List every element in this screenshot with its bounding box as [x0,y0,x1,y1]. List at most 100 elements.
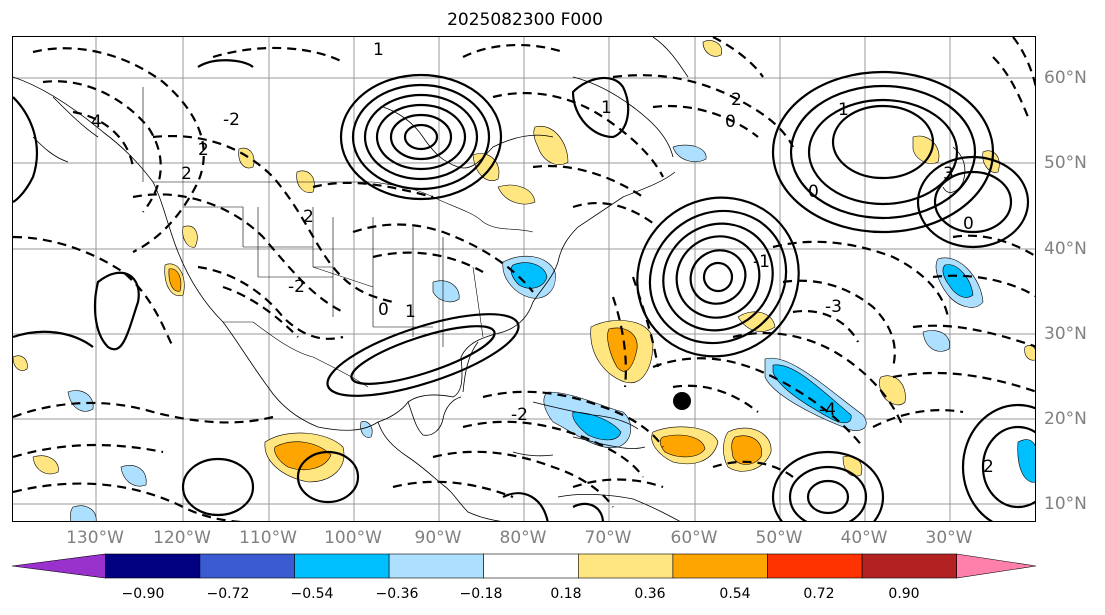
map-panel: 1 4 2 2 2 -2 -2 0 0 1 1 2 1 0 -1 3 -3 -2… [12,36,1036,522]
colorbar-cell [577,553,674,579]
contours-solid [13,59,1035,521]
colorbar-extend-max [956,553,1037,579]
colorbar-cell [199,553,295,579]
anomaly-positive [238,147,255,169]
anomaly-positive [982,150,1000,173]
contours-dashed [13,37,1035,521]
anomaly-negative [942,264,974,298]
anomaly-positive [607,327,638,372]
anomaly-positive [533,125,569,166]
contour-high [389,113,453,161]
shaded-anomalies [13,40,1035,521]
anomaly-positive [182,225,198,248]
anomaly-negative [922,330,950,352]
lat-label: 10°N [1044,494,1087,514]
map-canvas: 1 4 2 2 2 -2 -2 0 0 1 1 2 1 0 -1 3 -3 -2… [13,37,1035,521]
contour-high [981,425,1035,509]
lon-label: 100°W [324,528,382,548]
contour-label: 1 [601,98,612,118]
lon-label: 50°W [755,528,803,548]
contour-label: 2 [731,90,742,110]
anomaly-positive [659,434,706,458]
contour-high [363,93,479,181]
contour-high [350,325,496,385]
contour-labels: 1 4 2 2 2 -2 -2 0 0 1 1 2 1 0 -1 3 -3 -2… [91,40,994,477]
contour-high [181,457,255,517]
lat-label: 40°N [1044,239,1087,259]
contour-high [326,313,520,397]
colorbar-cell [388,553,485,579]
contour-high [933,170,1013,234]
anomaly-positive [497,184,536,205]
anomaly-negative [510,262,548,289]
lat-label: 20°N [1044,409,1087,429]
contour-high [675,235,761,319]
lat-label: 60°N [1044,68,1087,88]
coastlines [13,37,966,521]
lon-label: 90°W [414,528,462,548]
anomaly-negative [672,144,707,162]
contour-label: -4 [819,400,836,420]
anomaly-negative [772,364,852,424]
contour-high [702,261,734,293]
colorbar-cell [767,553,863,579]
contour-label: 2 [303,207,314,227]
colorbar-cell [861,553,957,579]
colorbar-tick: 0.72 [803,586,835,602]
colorbar-tick: −0.36 [375,586,419,602]
contour-high [916,155,1030,249]
lon-label: 70°W [584,528,632,548]
contour-high [648,209,788,345]
contour-label: 2 [983,457,994,477]
contour-label: -3 [825,297,842,317]
anomaly-positive [296,170,315,193]
colorbar-tick: −0.90 [121,586,165,602]
contour-label: 1 [373,40,384,60]
contour-high [831,104,935,180]
contour-high [789,84,977,220]
anomaly-positive [879,375,906,406]
anomaly-positive [1024,345,1035,361]
anomaly-negative [1017,439,1035,483]
contour-label: 2 [181,164,192,184]
contour-high [296,450,360,504]
colorbar-tick: 0.36 [634,586,666,602]
contour-label: -2 [288,277,305,297]
contour-label: 3 [943,164,954,184]
contour-high [351,83,491,191]
colorbar-cell [105,553,201,579]
colorbar-tick: 0.18 [550,586,582,602]
contour-label: 0 [963,214,974,234]
map-title: 2025082300 F000 [447,10,603,30]
lon-label: 120°W [153,528,211,548]
contour-high [662,222,774,332]
anomaly-negative [120,465,147,487]
contour-high [403,123,439,151]
colorbar-cell [483,553,579,579]
lon-label: 130°W [66,528,124,548]
contour-high [771,70,995,234]
anomaly-negative [67,390,94,412]
lon-label: 80°W [499,528,547,548]
contour-label: 4 [91,112,102,132]
contour-high [961,403,1035,521]
lat-label: 30°N [1044,324,1087,344]
contour-label: 0 [725,112,736,132]
anomaly-positive [274,441,332,470]
contour-label: 1 [838,100,849,120]
contour-label: 1 [405,302,416,322]
anomaly-negative [432,280,460,303]
colorbar-tick: −0.18 [459,586,503,602]
contour-label: -2 [223,110,240,130]
contour-high [689,249,747,305]
contour-label: -1 [753,252,770,272]
anomaly-positive [731,435,762,465]
colorbar [11,552,1037,584]
contour-high [806,479,850,515]
anomaly-positive [32,455,59,475]
anomaly-positive [168,268,182,292]
anomaly-negative [572,411,622,441]
colorbar-cell [294,553,390,579]
lon-label: 60°W [670,528,718,548]
colorbar-tick: 0.90 [888,586,920,602]
